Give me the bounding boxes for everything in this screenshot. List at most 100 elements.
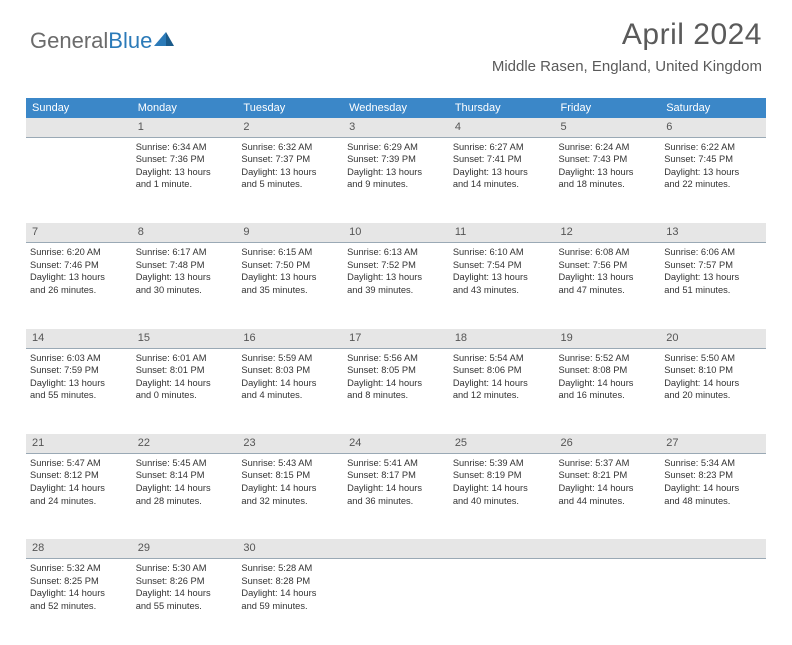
day-number: 24 (343, 434, 449, 453)
sunset-text: Sunset: 8:08 PM (559, 364, 657, 377)
daylight-text: Daylight: 14 hours (453, 377, 551, 390)
sunset-text: Sunset: 7:36 PM (136, 153, 234, 166)
day-number: 21 (26, 434, 132, 453)
day-cell: Sunrise: 5:41 AMSunset: 8:17 PMDaylight:… (343, 453, 449, 539)
sunrise-text: Sunrise: 6:22 AM (664, 141, 762, 154)
daylight-text: Daylight: 14 hours (347, 377, 445, 390)
sunrise-text: Sunrise: 6:34 AM (136, 141, 234, 154)
daylight-text: Daylight: 14 hours (559, 482, 657, 495)
day-number: 26 (555, 434, 661, 453)
day-number: 22 (132, 434, 238, 453)
daylight-text: and 26 minutes. (30, 284, 128, 297)
day-cell (449, 559, 555, 645)
day-number: 14 (26, 329, 132, 348)
day-number: 3 (343, 118, 449, 137)
daylight-text: Daylight: 13 hours (453, 271, 551, 284)
daylight-text: and 12 minutes. (453, 389, 551, 402)
daylight-text: and 18 minutes. (559, 178, 657, 191)
daylight-text: and 55 minutes. (136, 600, 234, 613)
day-number: 27 (660, 434, 766, 453)
day-number (449, 539, 555, 558)
daylight-text: and 52 minutes. (30, 600, 128, 613)
daylight-text: and 36 minutes. (347, 495, 445, 508)
sunset-text: Sunset: 7:54 PM (453, 259, 551, 272)
sunset-text: Sunset: 7:39 PM (347, 153, 445, 166)
day-number-row: 282930 (26, 539, 766, 558)
daylight-text: Daylight: 13 hours (453, 166, 551, 179)
day-number: 11 (449, 223, 555, 242)
day-cell: Sunrise: 6:27 AMSunset: 7:41 PMDaylight:… (449, 137, 555, 223)
sunset-text: Sunset: 8:17 PM (347, 469, 445, 482)
sunset-text: Sunset: 8:05 PM (347, 364, 445, 377)
sunset-text: Sunset: 7:48 PM (136, 259, 234, 272)
sunset-text: Sunset: 8:01 PM (136, 364, 234, 377)
day-number: 15 (132, 329, 238, 348)
daylight-text: Daylight: 13 hours (241, 271, 339, 284)
sunset-text: Sunset: 7:50 PM (241, 259, 339, 272)
day-number-row: 21222324252627 (26, 434, 766, 453)
sunset-text: Sunset: 8:25 PM (30, 575, 128, 588)
location-text: Middle Rasen, England, United Kingdom (492, 58, 762, 75)
sunset-text: Sunset: 8:12 PM (30, 469, 128, 482)
sunset-text: Sunset: 8:03 PM (241, 364, 339, 377)
sunset-text: Sunset: 8:19 PM (453, 469, 551, 482)
day-number: 23 (237, 434, 343, 453)
daylight-text: Daylight: 13 hours (559, 271, 657, 284)
day-cell: Sunrise: 6:15 AMSunset: 7:50 PMDaylight:… (237, 243, 343, 329)
sunrise-text: Sunrise: 5:45 AM (136, 457, 234, 470)
day-cell: Sunrise: 5:37 AMSunset: 8:21 PMDaylight:… (555, 453, 661, 539)
sunrise-text: Sunrise: 5:50 AM (664, 352, 762, 365)
day-number: 30 (237, 539, 343, 558)
daylight-text: Daylight: 13 hours (347, 271, 445, 284)
day-content-row: Sunrise: 6:34 AMSunset: 7:36 PMDaylight:… (26, 137, 766, 223)
sunrise-text: Sunrise: 5:32 AM (30, 562, 128, 575)
daylight-text: and 51 minutes. (664, 284, 762, 297)
daylight-text: Daylight: 14 hours (30, 482, 128, 495)
daylight-text: Daylight: 14 hours (136, 377, 234, 390)
weekday-header-row: Sunday Monday Tuesday Wednesday Thursday… (26, 98, 766, 118)
sunrise-text: Sunrise: 6:27 AM (453, 141, 551, 154)
daylight-text: and 20 minutes. (664, 389, 762, 402)
day-number: 28 (26, 539, 132, 558)
daylight-text: Daylight: 14 hours (664, 377, 762, 390)
sunset-text: Sunset: 7:52 PM (347, 259, 445, 272)
day-number: 10 (343, 223, 449, 242)
sunrise-text: Sunrise: 6:20 AM (30, 246, 128, 259)
sunset-text: Sunset: 8:21 PM (559, 469, 657, 482)
day-number (660, 539, 766, 558)
daylight-text: and 24 minutes. (30, 495, 128, 508)
month-title: April 2024 (492, 18, 762, 52)
sunrise-text: Sunrise: 6:03 AM (30, 352, 128, 365)
daylight-text: and 39 minutes. (347, 284, 445, 297)
sunset-text: Sunset: 8:28 PM (241, 575, 339, 588)
daylight-text: and 44 minutes. (559, 495, 657, 508)
daylight-text: Daylight: 13 hours (136, 271, 234, 284)
day-cell (555, 559, 661, 645)
day-cell: Sunrise: 5:47 AMSunset: 8:12 PMDaylight:… (26, 453, 132, 539)
sunset-text: Sunset: 7:37 PM (241, 153, 339, 166)
daylight-text: and 4 minutes. (241, 389, 339, 402)
day-number-row: 14151617181920 (26, 329, 766, 348)
title-block: April 2024 Middle Rasen, England, United… (492, 18, 762, 75)
day-number: 9 (237, 223, 343, 242)
daylight-text: Daylight: 14 hours (136, 482, 234, 495)
sunrise-text: Sunrise: 6:08 AM (559, 246, 657, 259)
daylight-text: Daylight: 13 hours (347, 166, 445, 179)
daylight-text: and 0 minutes. (136, 389, 234, 402)
day-cell: Sunrise: 5:28 AMSunset: 8:28 PMDaylight:… (237, 559, 343, 645)
weekday-header: Thursday (449, 98, 555, 118)
daylight-text: Daylight: 13 hours (136, 166, 234, 179)
day-cell: Sunrise: 6:13 AMSunset: 7:52 PMDaylight:… (343, 243, 449, 329)
sunset-text: Sunset: 8:15 PM (241, 469, 339, 482)
day-number: 16 (237, 329, 343, 348)
daylight-text: Daylight: 14 hours (241, 377, 339, 390)
day-number (343, 539, 449, 558)
day-number: 2 (237, 118, 343, 137)
daylight-text: Daylight: 14 hours (347, 482, 445, 495)
day-number: 18 (449, 329, 555, 348)
daylight-text: and 30 minutes. (136, 284, 234, 297)
sunrise-text: Sunrise: 5:30 AM (136, 562, 234, 575)
day-cell (26, 137, 132, 223)
daylight-text: and 40 minutes. (453, 495, 551, 508)
day-cell: Sunrise: 6:20 AMSunset: 7:46 PMDaylight:… (26, 243, 132, 329)
